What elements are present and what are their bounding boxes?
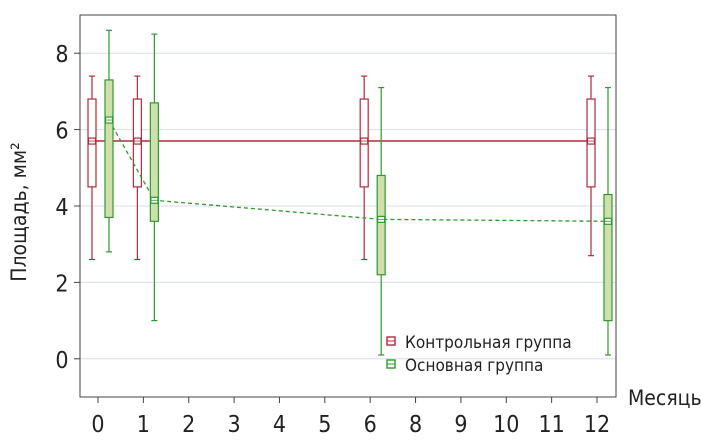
x-tick-label-10: 10: [493, 412, 519, 438]
x-tick-label-9: 9: [454, 412, 467, 438]
x-tick-label-8: 8: [409, 412, 422, 438]
x-tick-label-11: 11: [538, 412, 564, 438]
series-line-main: [108, 119, 609, 222]
x-tick-label-4: 4: [273, 412, 286, 438]
legend-item-control: Контрольная группа: [386, 333, 572, 353]
x-axis-label: Месяцы: [628, 386, 701, 410]
box-main-m12: [603, 193, 613, 322]
x-tick-label-12: 12: [584, 412, 610, 438]
legend-label-main: Основная группа: [405, 356, 543, 376]
series-layer: [87, 29, 613, 356]
y-tick-label-8: 8: [55, 42, 68, 68]
x-tick-label-6: 6: [364, 412, 377, 438]
grid-lines: [80, 52, 616, 360]
box-main-m0: [104, 79, 114, 219]
x-tick-label-3: 3: [228, 412, 241, 438]
x-tick-label-0: 0: [91, 412, 104, 438]
y-tick-label-4: 4: [55, 195, 68, 221]
legend: Контрольная группа Основная группа: [386, 333, 572, 376]
box-main-m1: [149, 102, 159, 222]
x-tick-label-5: 5: [318, 412, 331, 438]
legend-item-main: Основная группа: [386, 356, 543, 376]
x-tick-label-1: 1: [137, 412, 150, 438]
y-axis-label: Площадь, мм²: [7, 142, 31, 282]
y-tick-label-0: 0: [55, 348, 68, 374]
y-tick-label-2: 2: [55, 271, 68, 297]
legend-label-control: Контрольная группа: [405, 333, 572, 353]
y-tick-label-6: 6: [55, 119, 68, 145]
box-main-m6: [376, 174, 386, 276]
x-tick-label-2: 2: [182, 412, 195, 438]
